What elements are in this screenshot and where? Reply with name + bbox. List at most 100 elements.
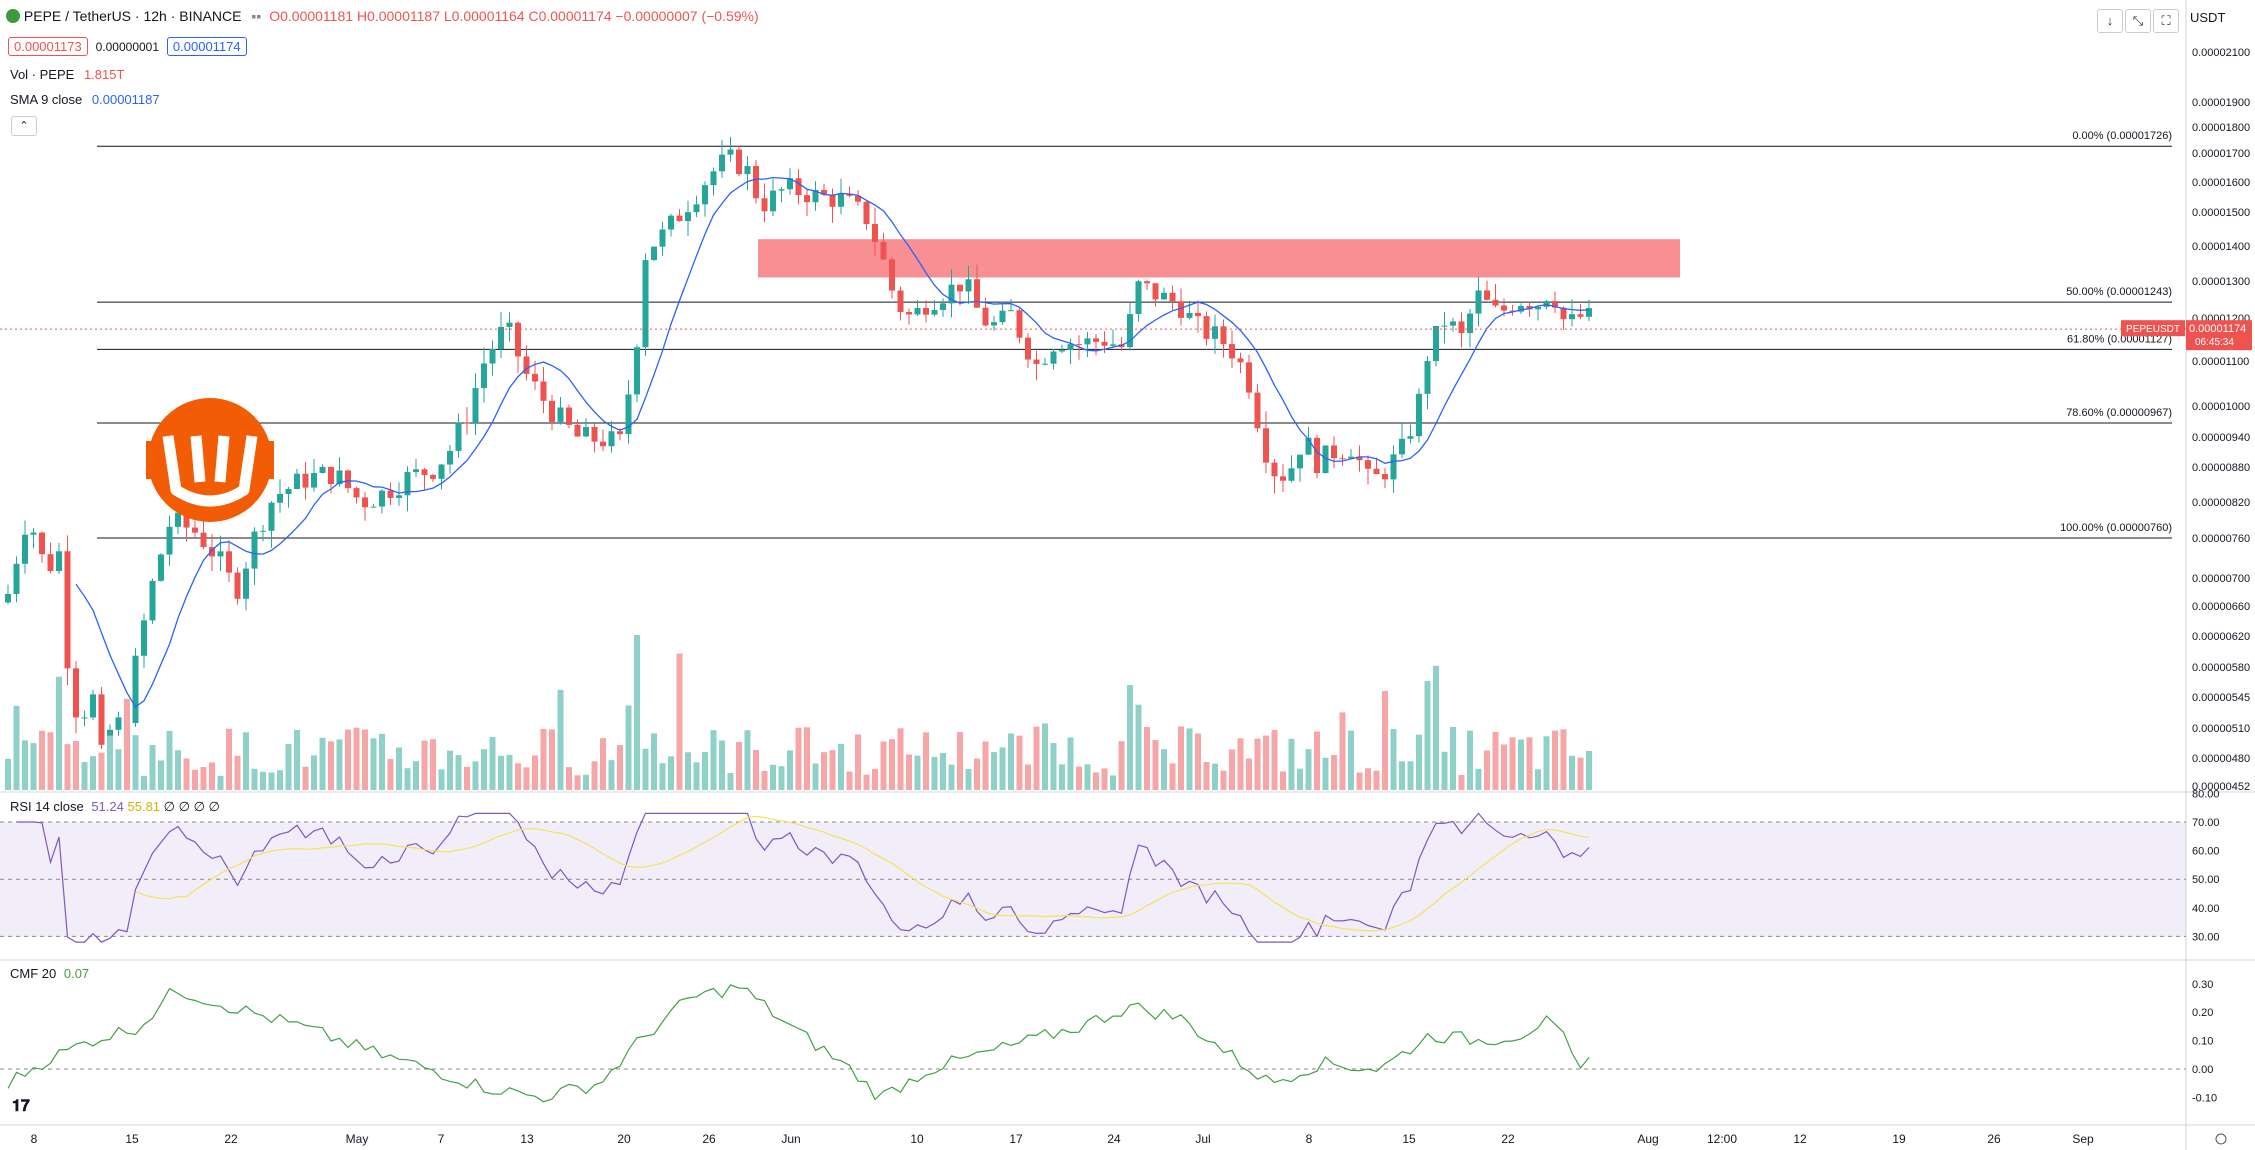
- buy-button[interactable]: 0.00001174: [166, 37, 247, 56]
- price-tick-label: 0.00000545: [2192, 692, 2250, 704]
- volume-bar: [710, 730, 717, 790]
- candle-body: [931, 309, 938, 315]
- volume-bar: [668, 756, 674, 790]
- candle-body: [1152, 283, 1159, 300]
- volume-bar: [430, 739, 436, 790]
- candle-body: [719, 154, 725, 172]
- volume-bar: [642, 748, 649, 790]
- volume-bar: [464, 766, 470, 790]
- volume-bar: [1288, 738, 1295, 790]
- candle-body: [447, 450, 453, 465]
- price-tick-label: 0.00001300: [2192, 276, 2250, 288]
- volume-bar: [1025, 764, 1031, 790]
- price-tick-label: 0.00000452: [2192, 781, 2250, 793]
- candle-body: [5, 593, 11, 603]
- currency-label[interactable]: USDT: [2190, 10, 2226, 25]
- price-tick-label: 0.00000820: [2192, 497, 2250, 509]
- volume-bar: [260, 771, 266, 790]
- volume-bar: [872, 769, 878, 790]
- volume-bar: [1339, 712, 1346, 790]
- volume-bar: [1169, 763, 1176, 790]
- volume-bar: [294, 729, 300, 790]
- volume-bar: [906, 754, 912, 790]
- volume-bar: [200, 767, 207, 790]
- price-tag-countdown: 06:45:34: [2195, 337, 2234, 348]
- volume-bar: [761, 770, 768, 790]
- volume-bar: [931, 756, 938, 790]
- volume-bar: [880, 741, 887, 790]
- maximize-icon[interactable]: ⤡: [2125, 9, 2151, 33]
- volume-bar: [22, 740, 28, 790]
- candle-body: [319, 466, 326, 473]
- candle-body: [753, 165, 759, 199]
- volume-bar: [727, 773, 734, 790]
- volume-bar: [1008, 733, 1014, 790]
- volume-bar: [1399, 761, 1405, 790]
- volume-bar: [158, 760, 164, 790]
- price-tick-label: 0.00001700: [2192, 148, 2250, 160]
- volume-bar: [226, 728, 232, 790]
- rsi-tick-label: 70.00: [2192, 817, 2220, 829]
- volume-bar: [965, 769, 972, 790]
- volume-bar: [770, 764, 776, 790]
- volume-bar: [838, 743, 844, 790]
- candle-body: [566, 407, 572, 425]
- volume-bar: [1577, 757, 1584, 790]
- candle-body: [345, 470, 351, 489]
- bid-ask-row: 0.00001173 0.00000001 0.00001174: [8, 37, 247, 56]
- volume-bar: [974, 758, 980, 790]
- price-tick-label: 0.00001900: [2192, 97, 2250, 109]
- volume-bar: [175, 750, 181, 790]
- volume-bar: [1458, 775, 1465, 790]
- volume-bar: [396, 747, 402, 790]
- candle-body: [1280, 476, 1286, 481]
- candle-body: [336, 470, 343, 485]
- candle-body: [1314, 437, 1320, 474]
- chevron-down-icon[interactable]: ↓: [2097, 9, 2123, 33]
- candle-body: [889, 259, 895, 291]
- sma-label[interactable]: SMA 9 close: [10, 92, 83, 107]
- volume-bar: [719, 740, 725, 790]
- volume-bar: [1203, 762, 1210, 790]
- volume-bar: [1101, 768, 1108, 790]
- volume-bar: [370, 738, 377, 790]
- candle-body: [540, 381, 547, 401]
- candle-body: [387, 490, 394, 498]
- candle-body: [1501, 305, 1507, 311]
- volume-value: 1.815T: [83, 67, 125, 82]
- price-tick-label: 0.00001500: [2192, 207, 2250, 219]
- volume-bar: [617, 745, 623, 790]
- candle-body: [1586, 308, 1592, 317]
- volume-bar: [753, 749, 759, 790]
- volume-bar: [1305, 749, 1312, 790]
- rsi-label[interactable]: RSI 14 close: [10, 799, 84, 814]
- candle-body: [829, 194, 836, 207]
- candle-body: [81, 717, 88, 719]
- candle-body: [880, 241, 887, 260]
- candle-body: [1492, 299, 1499, 306]
- cmf-label[interactable]: CMF 20: [10, 966, 57, 981]
- candle-body: [1101, 341, 1108, 346]
- volume-label[interactable]: Vol · PEPE: [10, 67, 75, 82]
- candle-body: [795, 178, 802, 196]
- volume-bar: [651, 733, 657, 790]
- settings-icon[interactable]: ▪▪: [251, 8, 262, 24]
- candle-body: [1407, 436, 1414, 439]
- collapse-icon[interactable]: ⌃: [11, 116, 37, 136]
- volume-bar: [243, 732, 249, 790]
- candle-body: [1390, 454, 1397, 480]
- symbol-title[interactable]: PEPE / TetherUS · 12h · BINANCE: [23, 8, 242, 24]
- candle-body: [1288, 468, 1295, 481]
- candle-body: [1178, 301, 1184, 318]
- volume-bar: [549, 729, 555, 790]
- volume-bar: [217, 775, 224, 790]
- symbol-tag-bg: [2121, 320, 2185, 337]
- volume-bar: [600, 738, 606, 790]
- candle-body: [557, 407, 564, 422]
- sell-button[interactable]: 0.00001173: [8, 37, 88, 56]
- time-tick-label: 15: [1402, 1132, 1416, 1146]
- candle-body: [328, 466, 334, 485]
- volume-bar: [659, 763, 666, 790]
- fullscreen-icon[interactable]: ⛶: [2153, 9, 2179, 33]
